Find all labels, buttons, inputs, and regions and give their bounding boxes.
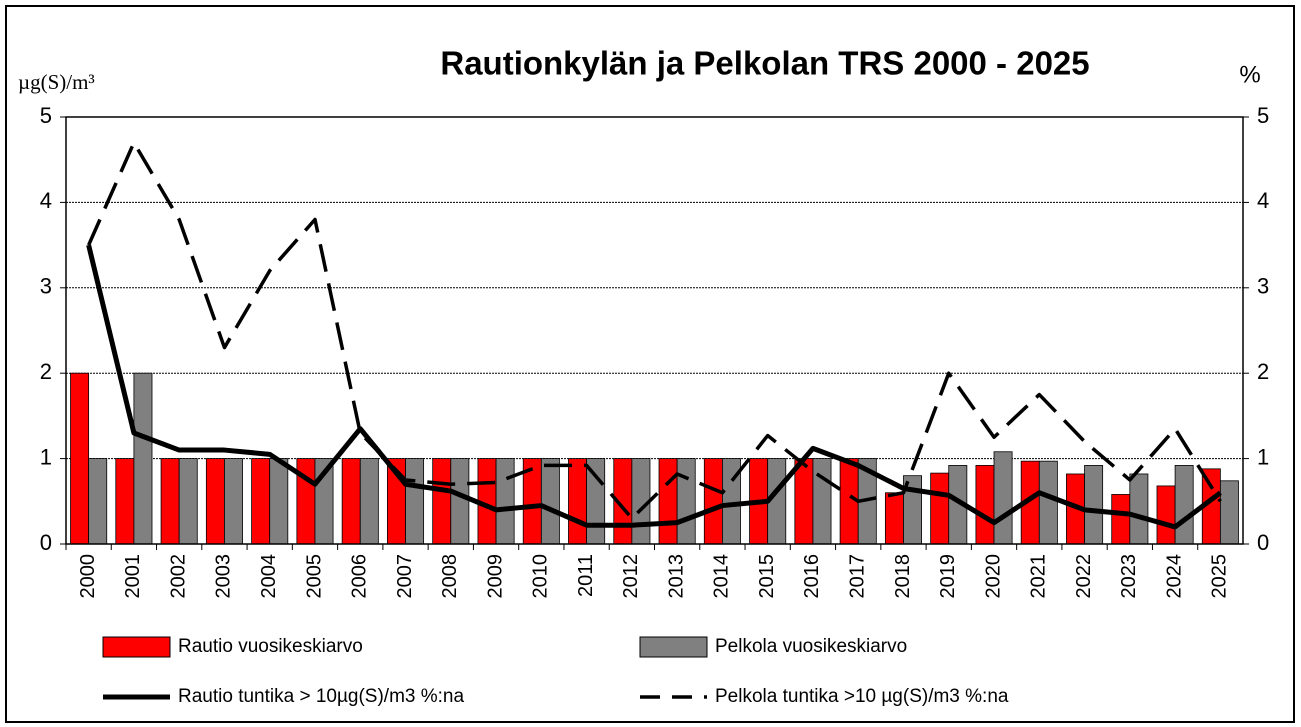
legend-label: Pelkola tuntika >10 µg(S)/m3 %:na bbox=[715, 686, 1009, 707]
bar bbox=[1174, 465, 1194, 545]
bar bbox=[703, 458, 723, 545]
bar bbox=[568, 458, 587, 545]
bar bbox=[1111, 494, 1131, 545]
bar bbox=[1038, 460, 1058, 545]
x-tick-label: 2003 bbox=[213, 554, 235, 599]
bar bbox=[115, 458, 135, 545]
x-tick-label: 2021 bbox=[1028, 554, 1050, 599]
x-tick-label: 2008 bbox=[439, 554, 461, 599]
y2-tick-label: 5 bbox=[1257, 103, 1269, 128]
bar bbox=[676, 458, 696, 545]
x-tick-label: 2006 bbox=[349, 554, 371, 599]
x-tick-label: 2022 bbox=[1073, 554, 1095, 599]
x-tick-label: 2023 bbox=[1118, 554, 1140, 599]
bar bbox=[224, 458, 243, 545]
y-tick-label: 5 bbox=[40, 103, 52, 128]
bar bbox=[405, 458, 425, 545]
legend-label: Rautio tuntika > 10µg(S)/m3 %:na bbox=[178, 686, 465, 707]
legend-swatch bbox=[639, 636, 708, 658]
x-tick-label: 2001 bbox=[122, 554, 144, 599]
x-tick-label: 2020 bbox=[982, 554, 1004, 599]
x-tick-label: 2019 bbox=[937, 554, 959, 599]
bar bbox=[540, 458, 560, 545]
bar bbox=[178, 458, 198, 545]
bar bbox=[1129, 473, 1149, 545]
y-tick-label: 4 bbox=[40, 188, 52, 213]
x-tick-label: 2010 bbox=[530, 554, 552, 599]
bar bbox=[1156, 485, 1176, 545]
x-tick-label: 2014 bbox=[711, 554, 733, 599]
x-tick-label: 2000 bbox=[77, 554, 99, 599]
chart-title: Rautionkylän ja Pelkolan TRS 2000 - 2025 bbox=[440, 45, 1089, 82]
bar bbox=[341, 458, 361, 545]
frame bbox=[5, 5, 1295, 723]
y-tick-label: 3 bbox=[40, 274, 52, 299]
plot-area bbox=[65, 116, 1244, 545]
bar bbox=[88, 458, 108, 545]
bar bbox=[930, 472, 950, 545]
bar bbox=[812, 458, 832, 545]
y-tick-label: 2 bbox=[40, 359, 52, 384]
bar bbox=[450, 458, 470, 545]
y2-tick-label: 3 bbox=[1257, 274, 1269, 299]
bar bbox=[160, 458, 180, 545]
bar bbox=[133, 372, 153, 545]
x-tick-label: 2024 bbox=[1163, 554, 1185, 599]
bar bbox=[884, 492, 904, 545]
line bbox=[87, 140, 1222, 521]
bar bbox=[975, 465, 995, 545]
x-tick-label: 2012 bbox=[620, 554, 642, 599]
bar bbox=[495, 458, 515, 545]
bar bbox=[359, 458, 379, 545]
bar bbox=[1219, 480, 1239, 545]
y2-tick-label: 4 bbox=[1257, 188, 1269, 213]
x-tick-label: 2016 bbox=[801, 554, 823, 599]
bar bbox=[1084, 465, 1104, 545]
legend-label: Rautio vuosikeskiarvo bbox=[178, 636, 363, 657]
x-tick-label: 2002 bbox=[167, 554, 189, 599]
y-axis-label: µg(S)/m³ bbox=[18, 70, 95, 94]
x-tick-label: 2005 bbox=[303, 554, 325, 599]
bar bbox=[993, 451, 1013, 545]
x-tick-label: 2013 bbox=[665, 554, 687, 599]
bar bbox=[794, 458, 814, 545]
y-tick-label: 0 bbox=[40, 530, 52, 555]
legend-label: Pelkola vuosikeskiarvo bbox=[715, 636, 907, 657]
bar bbox=[205, 458, 225, 545]
bar bbox=[70, 372, 90, 545]
bar bbox=[658, 458, 678, 545]
bar bbox=[586, 458, 606, 545]
bar bbox=[269, 458, 289, 545]
x-tick-label: 2025 bbox=[1209, 554, 1231, 599]
legend-swatch bbox=[102, 636, 171, 658]
line bbox=[86, 244, 1222, 530]
bar bbox=[251, 458, 271, 545]
y2-axis-label: % bbox=[1239, 61, 1260, 88]
x-tick-label: 2004 bbox=[258, 554, 280, 599]
y2-tick-label: 0 bbox=[1257, 530, 1269, 555]
x-tick-label: 2015 bbox=[756, 554, 778, 599]
bar bbox=[432, 458, 452, 545]
y2-tick-label: 1 bbox=[1257, 444, 1269, 469]
x-tick-label: 2018 bbox=[892, 554, 914, 599]
y2-tick-label: 2 bbox=[1257, 359, 1269, 384]
y-tick-label: 1 bbox=[40, 444, 52, 469]
x-tick-label: 2017 bbox=[846, 554, 868, 599]
x-tick-label: 2007 bbox=[394, 554, 416, 599]
x-tick-label: 2011 bbox=[575, 554, 597, 597]
x-tick-label: 2009 bbox=[484, 554, 506, 599]
